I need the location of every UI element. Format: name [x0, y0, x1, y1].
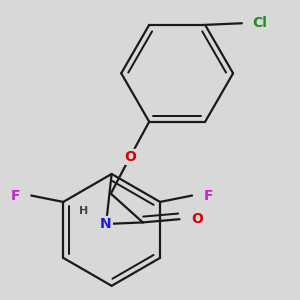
Text: F: F	[203, 188, 213, 203]
Text: O: O	[124, 150, 136, 164]
Text: F: F	[11, 188, 20, 203]
Text: N: N	[100, 217, 112, 231]
Text: H: H	[79, 206, 88, 216]
Text: O: O	[191, 212, 203, 226]
Text: Cl: Cl	[252, 16, 267, 30]
